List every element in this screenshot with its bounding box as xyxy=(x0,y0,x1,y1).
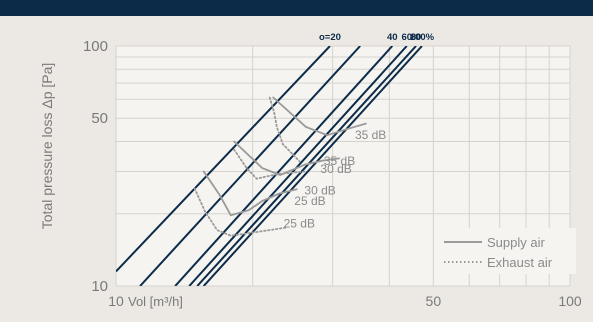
db-label: 25 dB xyxy=(284,217,315,231)
legend-box xyxy=(436,228,576,274)
opening-line xyxy=(188,46,408,286)
tick-labels: 10 50 100 10 50 100 xyxy=(83,38,582,309)
x-axis-title: Vol [m³/h] xyxy=(128,294,183,309)
opening-line xyxy=(139,46,361,286)
opening-line xyxy=(196,46,417,286)
opening-line xyxy=(174,46,394,286)
opening-label: 100% xyxy=(410,32,435,43)
y-tick-label: 10 xyxy=(91,278,108,295)
y-tick-label: 100 xyxy=(83,38,108,55)
x-tick-label: 50 xyxy=(426,293,442,309)
x-tick-label: 10 xyxy=(108,293,124,309)
opening-label: 60 xyxy=(401,32,412,43)
legend-label-exhaust: Exhaust air xyxy=(487,255,553,270)
db-label: 25 dB xyxy=(294,194,325,208)
legend: Supply air Exhaust air xyxy=(436,228,576,274)
db-label: 30 dB xyxy=(304,184,335,198)
opening-lines xyxy=(116,46,423,286)
noise-curve xyxy=(268,96,301,163)
db-label: 35 dB xyxy=(355,128,386,142)
noise-curve xyxy=(193,187,287,237)
noise-curve xyxy=(233,148,306,180)
x-tick-label: 100 xyxy=(558,293,582,309)
noise-curve xyxy=(233,140,341,176)
opening-line xyxy=(202,46,423,286)
opening-label: o=20 xyxy=(319,32,341,43)
noise-curve xyxy=(202,170,298,217)
y-axis-title: Total pressure loss Δp [Pa] xyxy=(39,63,55,230)
legend-label-supply: Supply air xyxy=(487,235,545,250)
y-tick-label: 50 xyxy=(91,110,108,127)
db-label: 30 dB xyxy=(320,162,351,176)
opening-label: 40 xyxy=(387,32,398,43)
noise-curves xyxy=(193,96,367,237)
opening-label: 80 xyxy=(411,32,422,43)
opening-line xyxy=(116,46,331,273)
noise-curve xyxy=(272,96,367,137)
header-bar xyxy=(0,0,593,16)
db-label: 35 dB xyxy=(324,154,355,168)
